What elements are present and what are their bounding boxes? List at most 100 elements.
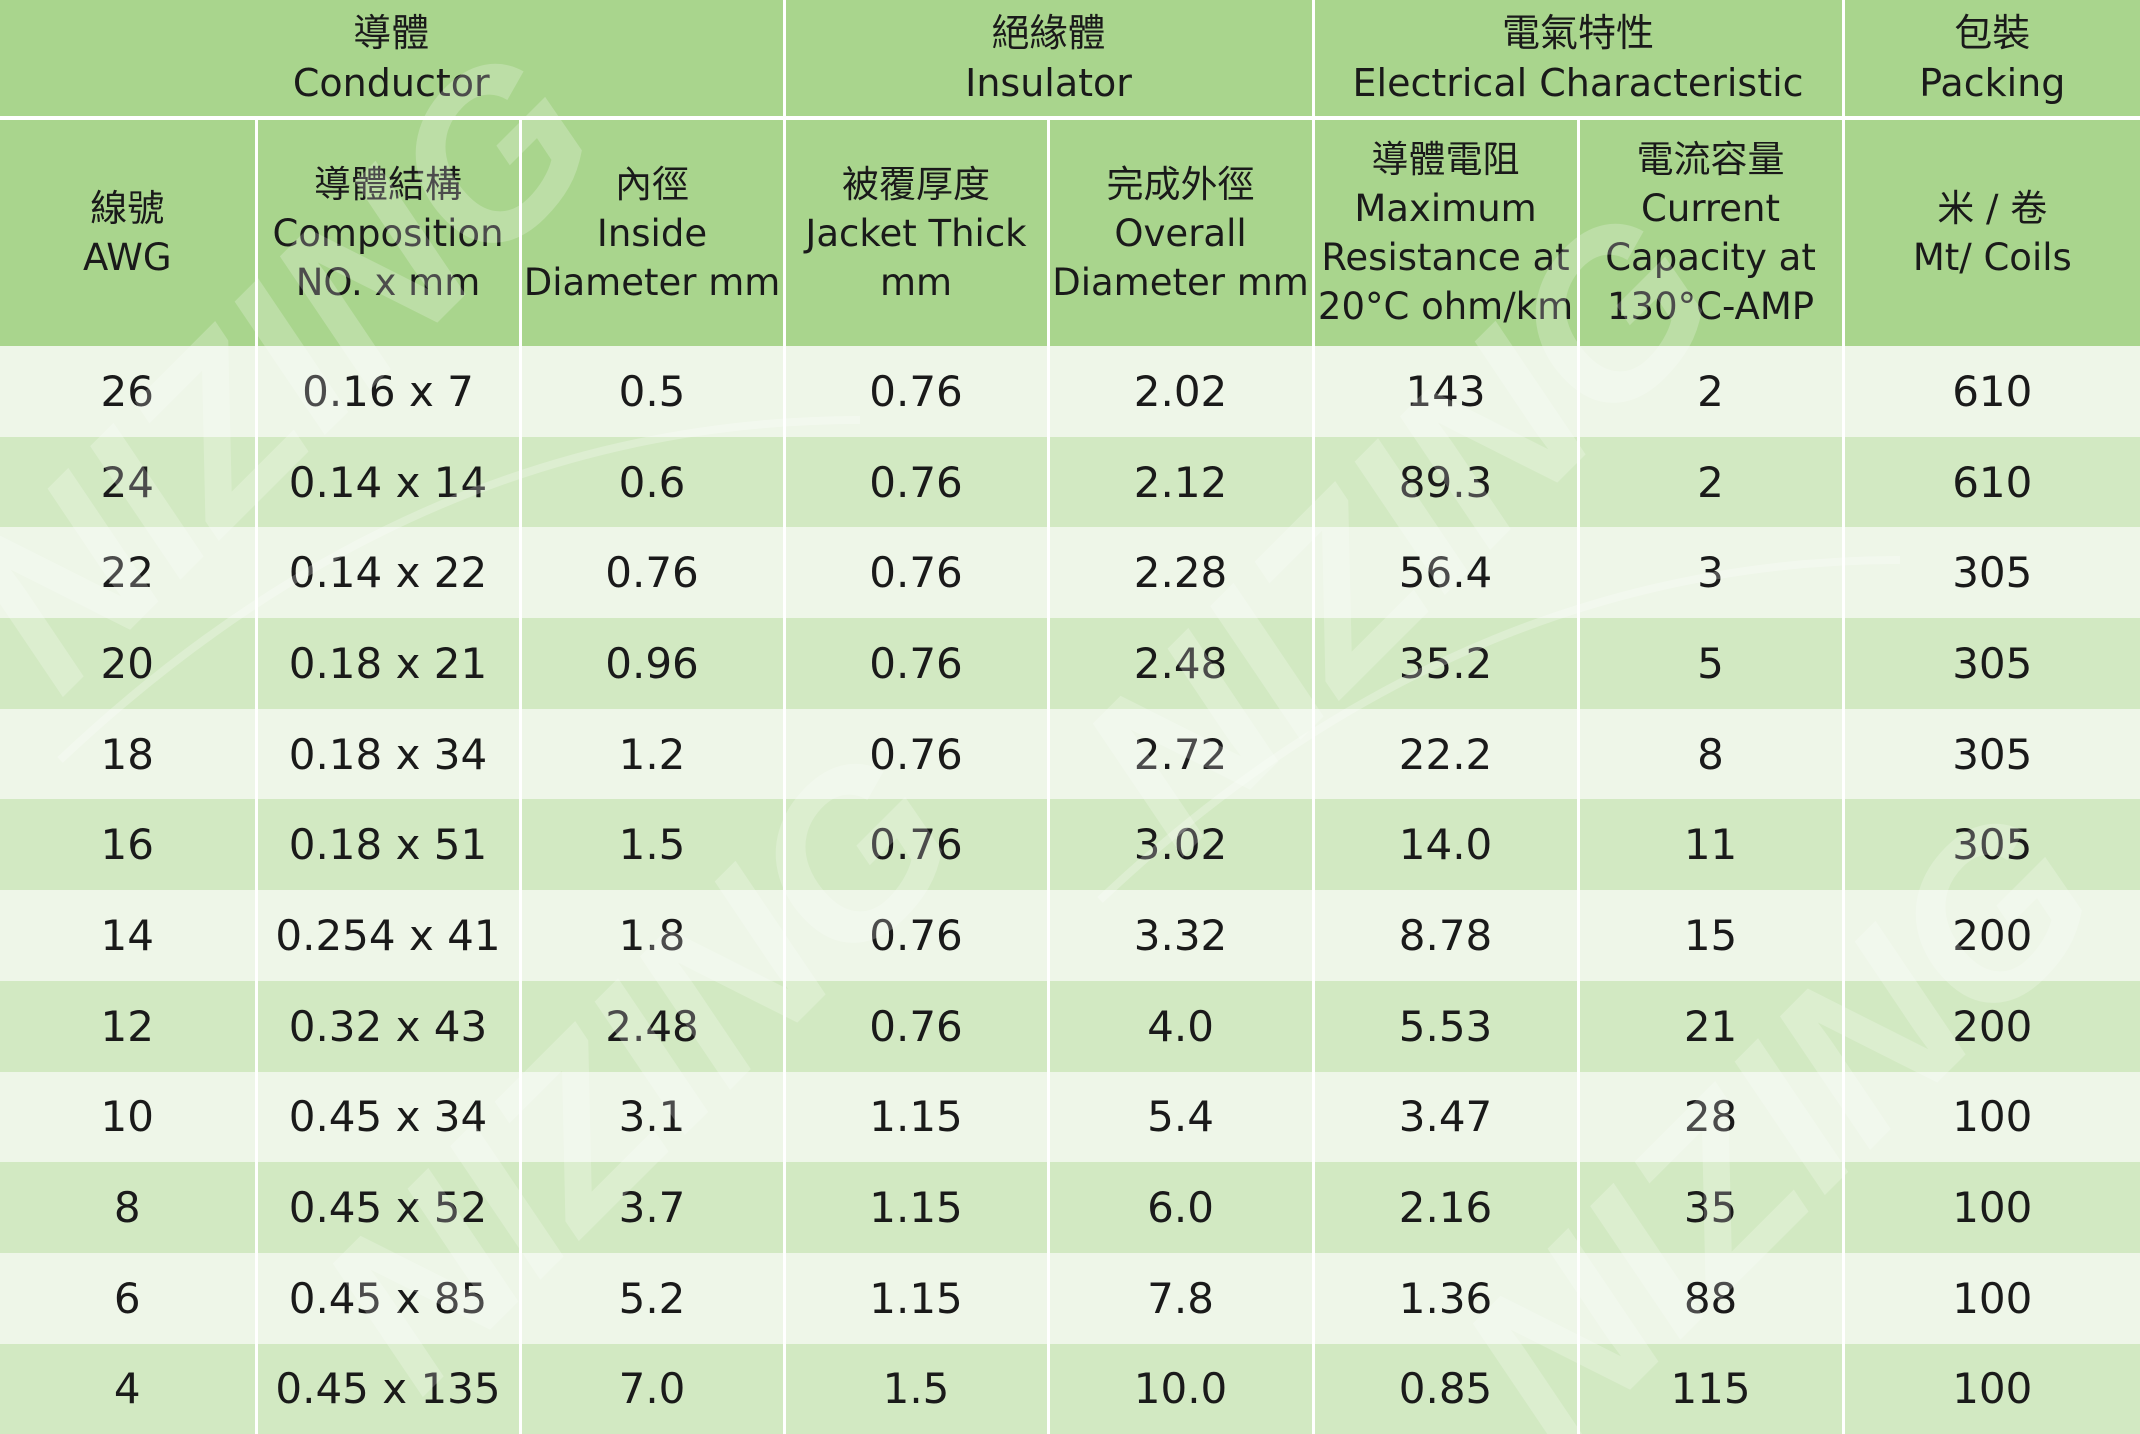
cell-col-overall-diameter: 3.02 (1048, 799, 1315, 891)
cell-col-awg: 14 (0, 890, 258, 981)
cell-col-inside-diameter: 0.96 (520, 618, 786, 709)
cell-col-composition: 0.14 x 22 (256, 527, 522, 619)
cell-col-resistance: 3.47 (1313, 1071, 1580, 1163)
cell-col-overall-diameter: 3.32 (1048, 890, 1315, 981)
cell-col-overall-diameter: 2.02 (1048, 346, 1315, 437)
cell-col-inside-diameter: 3.1 (520, 1071, 786, 1163)
cell-col-overall-diameter: 2.12 (1048, 436, 1315, 528)
column-header-line: 電流容量 (1636, 138, 1785, 181)
column-header-col-current-capacity: 電流容量 Current Capacity at 130°C-AMP (1578, 118, 1845, 346)
column-header-line: 完成外徑 (1106, 162, 1255, 206)
cell-col-jacket-thick: 0.76 (784, 346, 1050, 437)
cell-col-inside-diameter: 2.48 (520, 980, 786, 1072)
table-row: 10 0.45 x 34 3.1 1.15 5.4 3.47 28 100 (0, 1071, 2140, 1163)
cell-col-inside-diameter: 1.2 (520, 708, 786, 800)
column-header-col-overall-diameter: 完成外徑 Overall Diameter mm (1048, 118, 1315, 346)
cell-col-current-capacity: 8 (1578, 708, 1845, 800)
cell-col-awg: 12 (0, 980, 258, 1072)
cell-col-composition: 0.45 x 85 (256, 1252, 522, 1344)
cell-col-current-capacity: 88 (1578, 1252, 1845, 1344)
cell-col-awg: 16 (0, 799, 258, 891)
cell-col-packing: 305 (1843, 618, 2140, 709)
column-header-line: 線號 (90, 187, 165, 230)
cell-col-jacket-thick: 0.76 (784, 436, 1050, 528)
column-header-col-inside-diameter: 內徑 Inside Diameter mm (520, 118, 786, 346)
column-header-line: Maximum (1354, 187, 1537, 230)
table-row: 16 0.18 x 51 1.5 0.76 3.02 14.0 11 305 (0, 799, 2140, 891)
cell-col-overall-diameter: 5.4 (1048, 1071, 1315, 1163)
column-header-line: Capacity at (1605, 236, 1816, 279)
cell-col-inside-diameter: 7.0 (520, 1343, 786, 1434)
column-header-line: 導體結構 (314, 162, 462, 206)
group-header-zh: 包裝 (1954, 11, 2031, 55)
cell-col-packing: 305 (1843, 527, 2140, 619)
group-header-zh: 導體 (353, 11, 430, 55)
cell-col-packing: 610 (1843, 436, 2140, 528)
cell-col-awg: 6 (0, 1252, 258, 1344)
column-header-line: 被覆厚度 (842, 162, 991, 206)
column-header-line: 導體電阻 (1371, 138, 1520, 181)
cell-col-awg: 10 (0, 1071, 258, 1163)
cell-col-current-capacity: 15 (1578, 890, 1845, 981)
cell-col-current-capacity: 3 (1578, 527, 1845, 619)
cell-col-resistance: 14.0 (1313, 799, 1580, 891)
cell-col-composition: 0.32 x 43 (256, 980, 522, 1072)
group-header-zh: 電氣特性 (1502, 11, 1655, 55)
column-header-line: Mt/ Coils (1912, 236, 2072, 279)
cell-col-jacket-thick: 1.5 (784, 1343, 1050, 1434)
cell-col-composition: 0.18 x 21 (256, 618, 522, 709)
cell-col-jacket-thick: 0.76 (784, 708, 1050, 800)
cell-col-jacket-thick: 0.76 (784, 618, 1050, 709)
cell-col-awg: 8 (0, 1162, 258, 1253)
cell-col-overall-diameter: 7.8 (1048, 1252, 1315, 1344)
cell-col-overall-diameter: 6.0 (1048, 1162, 1315, 1253)
cell-col-awg: 22 (0, 527, 258, 619)
table-row: 6 0.45 x 85 5.2 1.15 7.8 1.36 88 100 (0, 1252, 2140, 1344)
group-header-packing: 包裝 Packing (1843, 0, 2140, 120)
cell-col-packing: 200 (1843, 890, 2140, 981)
column-header-line: mm (879, 260, 953, 304)
column-header-line: 20°C ohm/km (1317, 285, 1574, 328)
cell-col-resistance: 2.16 (1313, 1162, 1580, 1253)
cell-col-current-capacity: 2 (1578, 346, 1845, 437)
column-header-row: 線號 AWG 導體結構 Composition NO. x mm 內徑 Inside Diam… (0, 118, 2140, 346)
cell-col-packing: 100 (1843, 1071, 2140, 1163)
cell-col-inside-diameter: 5.2 (520, 1252, 786, 1344)
group-header-en: Conductor (292, 61, 490, 105)
table-body: 26 0.16 x 7 0.5 0.76 2.02 143 2 610 24 0.14 x 14 0… (0, 346, 2140, 1434)
group-header-insulator: 絕緣體 Insulator (784, 0, 1315, 120)
cell-col-current-capacity: 28 (1578, 1071, 1845, 1163)
column-header-line: Composition (272, 211, 504, 255)
cell-col-resistance: 5.53 (1313, 980, 1580, 1072)
cell-col-resistance: 56.4 (1313, 527, 1580, 619)
table-row: 18 0.18 x 34 1.2 0.76 2.72 22.2 8 305 (0, 708, 2140, 800)
cell-col-jacket-thick: 0.76 (784, 890, 1050, 981)
column-header-col-packing: 米 / 卷 Mt/ Coils (1843, 118, 2140, 346)
column-header-col-awg: 線號 AWG (0, 118, 258, 346)
table-row: 8 0.45 x 52 3.7 1.15 6.0 2.16 35 100 (0, 1162, 2140, 1253)
cell-col-inside-diameter: 0.76 (520, 527, 786, 619)
column-header-line: NO. x mm (295, 260, 481, 304)
column-header-line: Jacket Thick (805, 211, 1027, 255)
column-header-line: Overall (1114, 211, 1247, 255)
cell-col-jacket-thick: 1.15 (784, 1162, 1050, 1253)
column-header-col-composition: 導體結構 Composition NO. x mm (256, 118, 522, 346)
cell-col-packing: 305 (1843, 708, 2140, 800)
cell-col-overall-diameter: 10.0 (1048, 1343, 1315, 1434)
cell-col-inside-diameter: 0.6 (520, 436, 786, 528)
cell-col-current-capacity: 5 (1578, 618, 1845, 709)
cell-col-packing: 100 (1843, 1343, 2140, 1434)
group-header-electrical: 電氣特性 Electrical Characteristic (1313, 0, 1845, 120)
group-header-en: Electrical Characteristic (1352, 61, 1804, 105)
column-header-line: Inside (596, 211, 708, 255)
cell-col-overall-diameter: 2.28 (1048, 527, 1315, 619)
table-row: 22 0.14 x 22 0.76 0.76 2.28 56.4 3 305 (0, 527, 2140, 619)
cell-col-composition: 0.16 x 7 (256, 346, 522, 437)
cell-col-inside-diameter: 1.5 (520, 799, 786, 891)
cell-col-awg: 4 (0, 1343, 258, 1434)
cell-col-current-capacity: 11 (1578, 799, 1845, 891)
cell-col-resistance: 0.85 (1313, 1343, 1580, 1434)
column-header-line: 130°C-AMP (1607, 285, 1815, 328)
cell-col-composition: 0.14 x 14 (256, 436, 522, 528)
